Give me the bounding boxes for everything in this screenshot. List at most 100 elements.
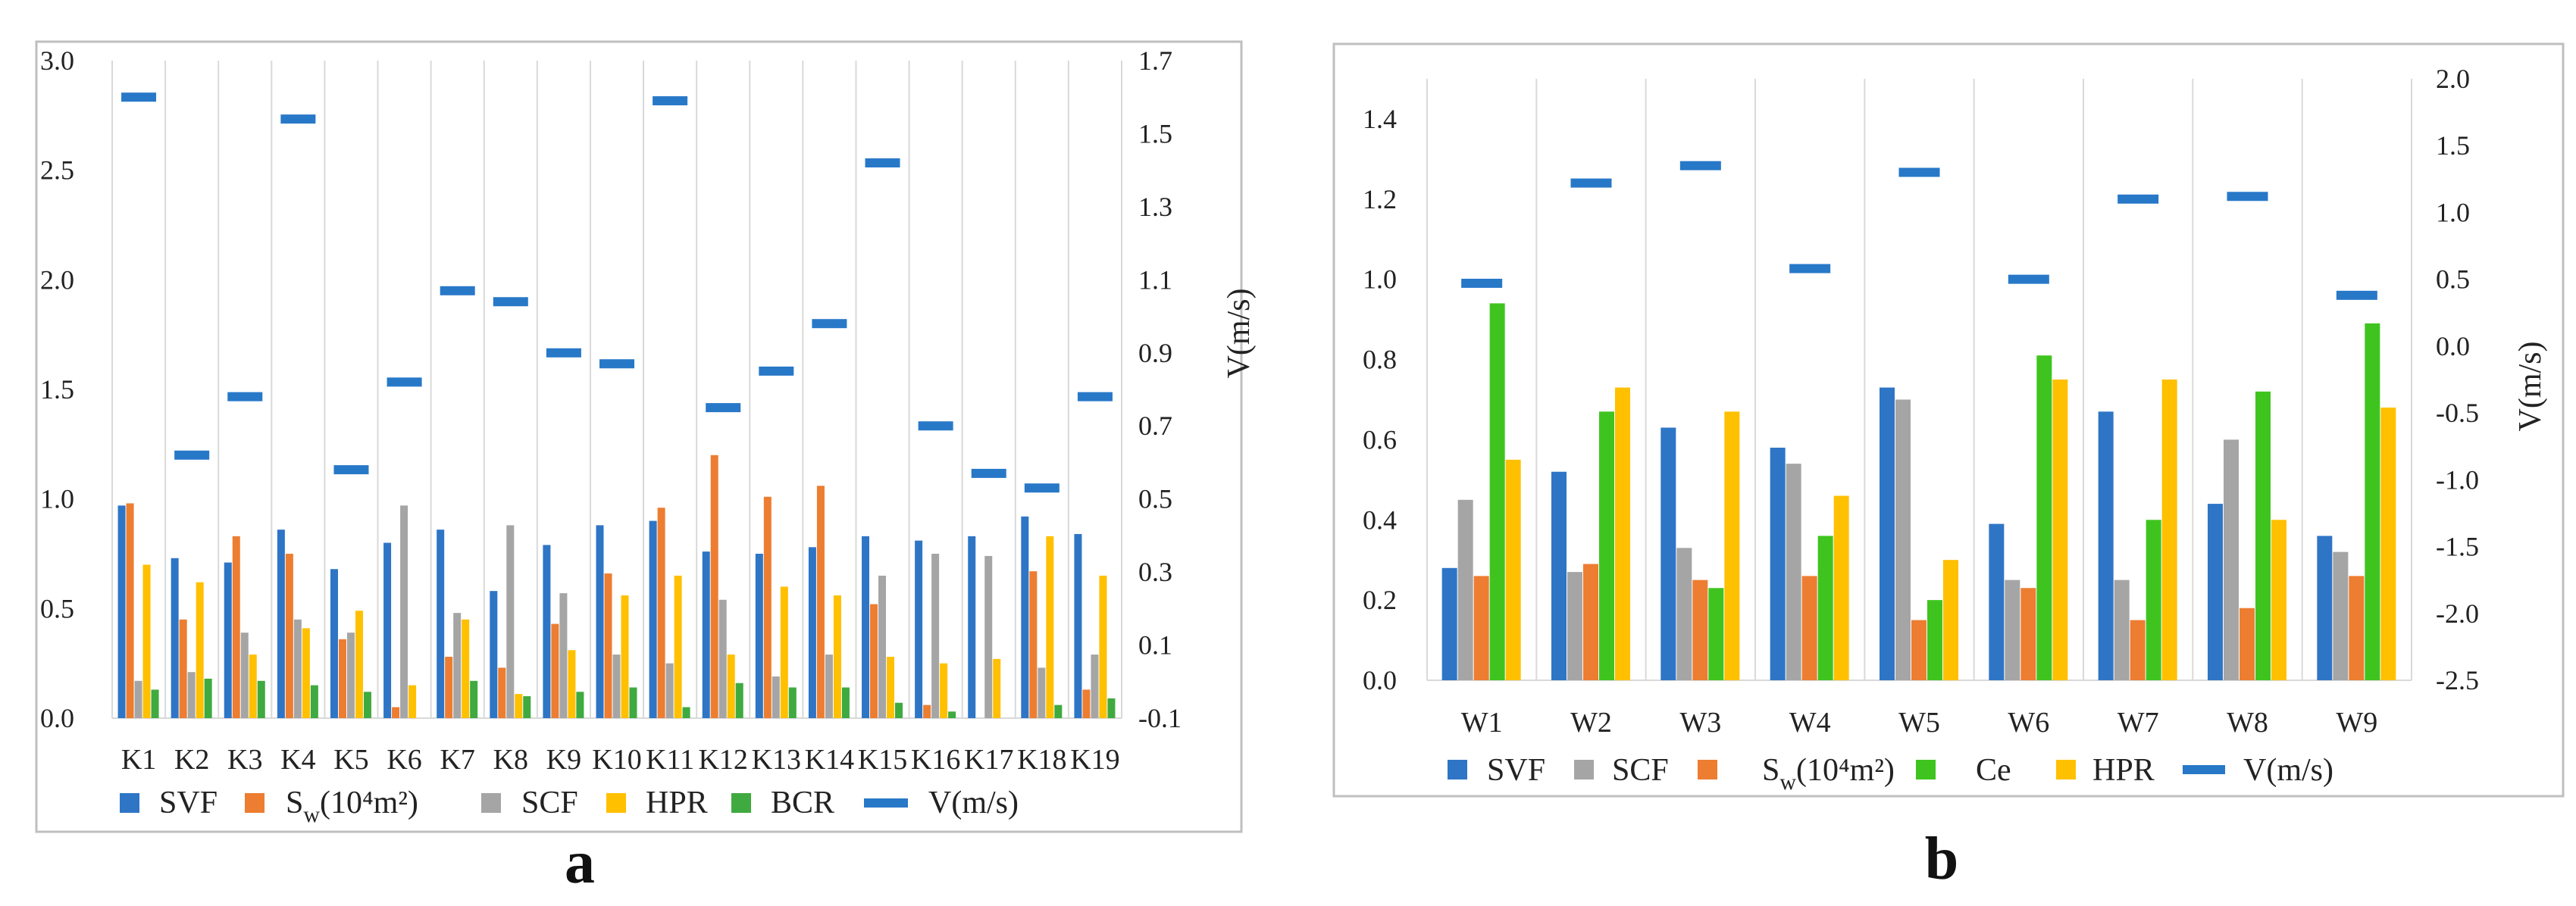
legend-b-sw-swatch <box>1698 760 1717 779</box>
bar-hpr-k3 <box>249 655 257 718</box>
bar-scf-w9 <box>2333 551 2349 680</box>
left-tick-label: 2.0 <box>40 264 74 295</box>
bar-sw-10-m-k1 <box>126 503 134 718</box>
category-label-k19: K19 <box>1070 744 1119 776</box>
bar-hpr-k18 <box>1046 536 1054 718</box>
bar-svf-w1 <box>1441 567 1457 680</box>
panel-a-legend: SVF Sw(10⁴m²) SCF HPR BCR V(m/s) <box>120 786 1019 827</box>
legend-b-scf-swatch <box>1574 760 1594 779</box>
bar-scf-k13 <box>772 676 780 718</box>
bar-hpr-w4 <box>1833 495 1849 680</box>
bar-svf-k9 <box>543 545 551 718</box>
bar-scf-k17 <box>984 555 993 718</box>
bar-svf-k11 <box>649 520 657 718</box>
left-tick-label: 2.5 <box>40 155 74 186</box>
bar-svf-k16 <box>915 540 923 718</box>
bar-svf-k10 <box>596 525 604 718</box>
legend-a-svf-swatch <box>120 793 139 813</box>
bar-scf-k10 <box>612 655 621 718</box>
bar-sw-10-m-k6 <box>392 707 400 718</box>
category-label-k9: K9 <box>546 744 581 776</box>
velocity-mark-k12 <box>706 403 741 413</box>
right-tick-label: -1.5 <box>2436 532 2479 562</box>
bar-scf-k1 <box>134 680 142 718</box>
category-label-k15: K15 <box>858 744 907 776</box>
bar-svf-w3 <box>1660 427 1676 680</box>
bar-ce-w1 <box>1489 303 1505 680</box>
legend-a-scf-label: SCF <box>521 786 578 820</box>
velocity-mark-k2 <box>174 450 210 460</box>
bar-bcr-k15 <box>895 702 903 718</box>
bar-hpr-k4 <box>302 628 310 718</box>
bar-hpr-k15 <box>887 656 895 718</box>
bar-sw-10-m-k19 <box>1082 689 1091 718</box>
bar-sw-10-m-w5 <box>1911 620 1927 680</box>
bar-svf-w5 <box>1880 387 1895 680</box>
bar-hpr-w2 <box>1615 387 1630 680</box>
category-label-k6: K6 <box>387 744 421 776</box>
velocity-mark-k6 <box>387 377 422 387</box>
bar-hpr-k10 <box>621 595 629 718</box>
velocity-mark-w3 <box>1679 161 1721 170</box>
category-label-k7: K7 <box>440 744 474 776</box>
bar-svf-k7 <box>437 530 445 718</box>
bar-svf-k14 <box>808 547 816 718</box>
bar-hpr-k8 <box>515 694 523 718</box>
bar-scf-w8 <box>2224 439 2239 680</box>
category-label-k8: K8 <box>493 744 528 776</box>
bar-hpr-k16 <box>940 663 948 718</box>
bar-scf-k14 <box>825 655 833 718</box>
legend-b-svf-swatch <box>1448 760 1467 779</box>
bar-bcr-k5 <box>363 692 371 718</box>
category-label-k3: K3 <box>227 744 262 776</box>
velocity-mark-k7 <box>440 286 475 295</box>
bar-ce-w7 <box>2146 520 2161 680</box>
bar-sw-10-m-k14 <box>816 486 825 718</box>
right-tick-label: 1.1 <box>1138 264 1172 295</box>
legend-a-svf-label: SVF <box>159 786 218 820</box>
bar-svf-k2 <box>171 558 179 718</box>
category-label-k14: K14 <box>805 744 854 776</box>
right-tick-label: 0.5 <box>1138 484 1172 514</box>
bar-scf-w3 <box>1676 548 1692 680</box>
category-label-k4: K4 <box>280 744 315 776</box>
legend-a-hpr-label: HPR <box>646 786 708 820</box>
panel-b-label: b <box>1925 826 1959 892</box>
bar-bcr-k4 <box>310 685 318 718</box>
panel-b-right-axis-title: V(m/s) <box>2513 342 2548 432</box>
bar-ce-w6 <box>2036 355 2052 680</box>
bar-scf-k12 <box>718 599 727 718</box>
bar-ce-w5 <box>1927 600 1942 680</box>
bar-hpr-k2 <box>196 582 204 718</box>
bar-hpr-k6 <box>408 685 417 718</box>
velocity-mark-k18 <box>1024 483 1060 493</box>
bar-svf-w4 <box>1770 447 1786 680</box>
velocity-mark-w7 <box>2117 194 2159 204</box>
bar-scf-k4 <box>293 619 302 718</box>
right-tick-label: 1.3 <box>1138 192 1172 222</box>
bar-sw-10-m-w3 <box>1692 580 1708 680</box>
bar-ce-w4 <box>1817 536 1833 680</box>
right-tick-label: 1.5 <box>2436 130 2470 161</box>
bar-svf-k1 <box>117 505 126 718</box>
velocity-mark-w2 <box>1570 178 1612 188</box>
right-tick-label: 0.3 <box>1138 557 1172 587</box>
right-tick-label: 1.5 <box>1138 118 1172 148</box>
right-tick-label: 2.0 <box>2436 64 2470 94</box>
category-label-w6: W6 <box>2008 707 2049 739</box>
panel-b-bars <box>1441 303 2396 680</box>
bar-sw-10-m-k7 <box>445 656 453 718</box>
category-label-w2: W2 <box>1570 707 1612 739</box>
bar-bcr-k11 <box>682 707 690 718</box>
bar-scf-w4 <box>1786 464 1801 680</box>
bar-hpr-k14 <box>833 595 841 718</box>
panel-b-left-ticks: 0.0 0.2 0.4 0.6 0.8 1.0 1.2 1.4 <box>1363 104 1397 695</box>
bar-svf-w8 <box>2208 504 2223 680</box>
velocity-mark-w9 <box>2336 290 2377 300</box>
panel-b-legend: SVF SCF Sw(10⁴m²) Ce HPR V(m/s) <box>1448 753 2333 795</box>
panel-a-category-labels: K1 K2 K3 K4 K5 K6 K7 K8 K9 K10 K11 K12 K13 K14 K15 K16 K… <box>121 744 1120 776</box>
bar-hpr-w7 <box>2161 380 2177 680</box>
bar-sw-10-m-w1 <box>1473 576 1489 680</box>
category-label-k13: K13 <box>752 744 801 776</box>
bar-sw-10-m-k2 <box>179 619 187 718</box>
